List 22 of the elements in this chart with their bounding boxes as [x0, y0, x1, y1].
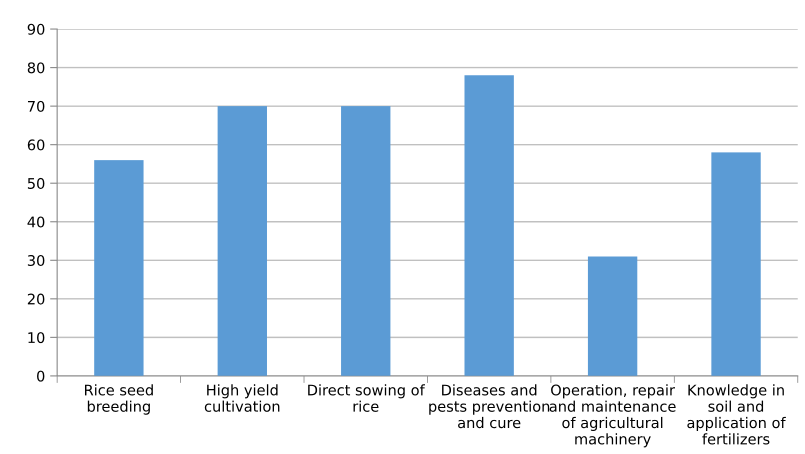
y-tick-label: 40 — [28, 216, 44, 228]
bar — [711, 152, 761, 376]
x-tick-label: Knowledge in soil and application of fertilizers — [687, 384, 786, 445]
y-tick-label: 70 — [28, 100, 44, 112]
y-tick-label: 10 — [28, 332, 44, 344]
x-tick-label: Operation, repair and maintenance of agricultural machinery — [550, 384, 676, 448]
y-tick-label: 50 — [28, 178, 44, 189]
bar — [94, 160, 144, 376]
y-tick-label: 90 — [28, 24, 44, 35]
bar — [341, 106, 390, 376]
y-tick-label: 80 — [28, 62, 44, 74]
bar — [588, 256, 638, 376]
x-tick-label: Rice seed breeding — [84, 384, 153, 415]
y-tick-label: 20 — [28, 294, 44, 305]
y-tick-label: 60 — [28, 139, 44, 150]
y-tick-label: 30 — [28, 255, 44, 266]
x-tick-label: Direct sowing of rice — [308, 384, 426, 412]
y-tick-label: 0 — [37, 370, 44, 382]
bar — [218, 106, 267, 376]
x-tick-label: High yield cultivation — [204, 384, 280, 412]
bar — [464, 75, 514, 376]
x-tick-label: Diseases and pests prevention and cure — [429, 384, 550, 428]
